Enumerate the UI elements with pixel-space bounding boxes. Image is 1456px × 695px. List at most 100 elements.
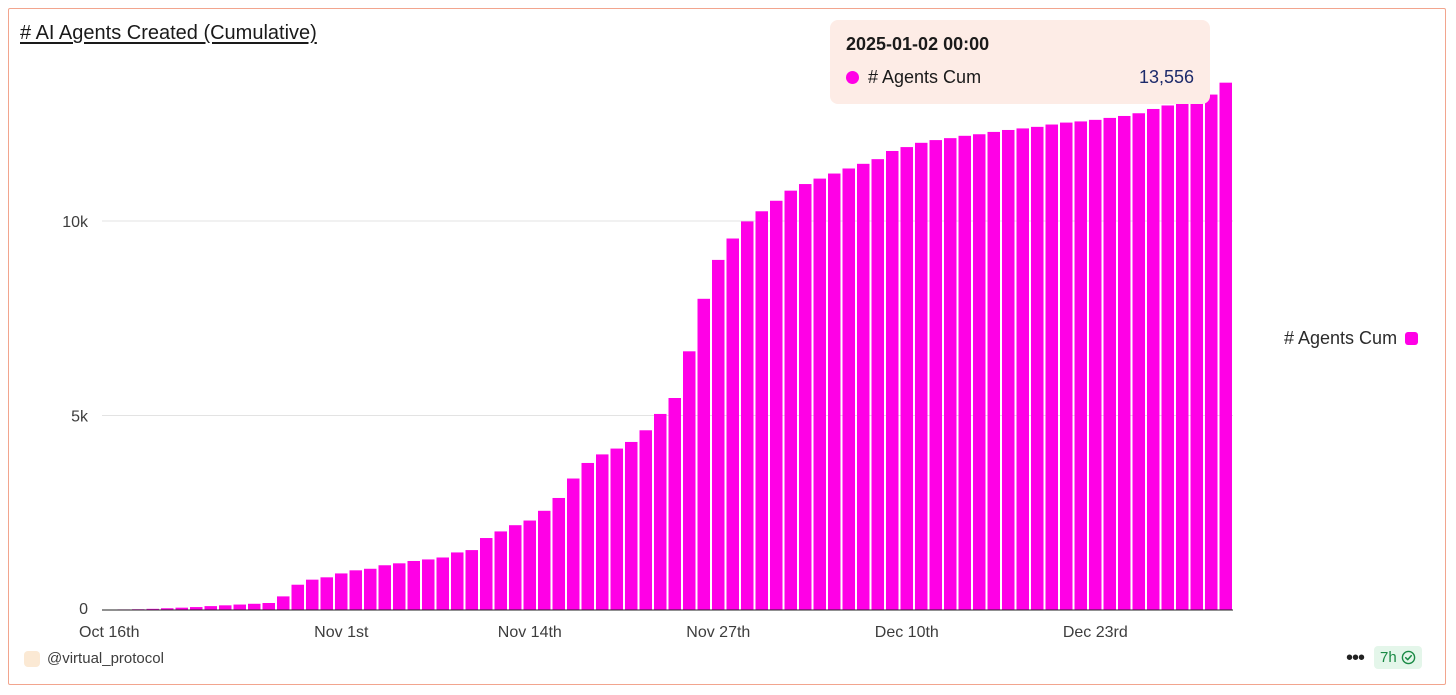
bar <box>451 552 464 610</box>
bar <box>190 607 203 610</box>
bar <box>697 298 710 610</box>
bar <box>567 478 580 610</box>
bar <box>668 398 681 610</box>
refresh-age-badge[interactable]: 7h <box>1374 646 1422 669</box>
bar <box>842 168 855 611</box>
bar <box>1103 117 1116 611</box>
bar <box>900 147 913 610</box>
bar <box>364 568 377 610</box>
bar <box>1161 105 1174 610</box>
bar <box>886 150 899 611</box>
bar <box>596 454 609 610</box>
x-tick-label: Dec 23rd <box>1063 624 1128 641</box>
bar <box>915 142 928 610</box>
bar <box>741 221 754 610</box>
y-tick-label: 0 <box>79 601 88 618</box>
bar <box>306 579 319 610</box>
bar <box>581 462 594 610</box>
bar <box>407 560 420 610</box>
bar <box>784 190 797 610</box>
chart-bars <box>103 82 1232 611</box>
bar <box>813 178 826 610</box>
tooltip-series-label: # Agents Cum <box>868 67 982 87</box>
bar <box>828 173 841 611</box>
bar <box>161 608 174 610</box>
bar <box>610 448 623 610</box>
bar <box>857 163 870 610</box>
bar <box>1190 98 1203 610</box>
bar <box>929 140 942 610</box>
x-axis-ticks: Oct 16th Nov 1st Nov 14th Nov 27th Dec 10th D… <box>79 624 1128 641</box>
bar <box>538 510 551 610</box>
x-tick-label: Nov 14th <box>498 624 562 641</box>
bar <box>1060 122 1073 610</box>
y-tick-label: 10k <box>62 214 89 231</box>
chart-title[interactable]: # AI Agents Created (Cumulative) <box>20 22 317 44</box>
bar <box>262 603 275 610</box>
x-tick-label: Nov 1st <box>314 624 369 641</box>
bar <box>219 605 232 610</box>
bar <box>146 608 159 610</box>
bar <box>973 134 986 610</box>
tooltip-row: # Agents Cum 13,556 <box>846 67 1194 88</box>
bar <box>378 565 391 610</box>
bar <box>1147 108 1160 610</box>
bar <box>799 184 812 611</box>
legend-label: # Agents Cum <box>1284 328 1398 348</box>
bar <box>320 577 333 610</box>
y-axis-ticks: 0 5k 10k <box>62 214 89 618</box>
author-attribution[interactable]: @virtual_protocol <box>24 650 164 667</box>
bar <box>277 596 290 610</box>
x-tick-label: Dec 10th <box>875 624 939 641</box>
more-dots-icon[interactable]: ••• <box>1346 646 1365 669</box>
bar <box>175 607 188 610</box>
legend-item-agents-cum[interactable]: # Agents Cum <box>1284 328 1419 349</box>
bar <box>683 351 696 610</box>
bar <box>1031 126 1044 611</box>
bar <box>625 441 638 610</box>
bar <box>1074 121 1087 611</box>
bar <box>523 520 536 610</box>
bar <box>987 131 1000 611</box>
legend-swatch-icon <box>1405 332 1419 345</box>
bar <box>335 573 348 610</box>
bar <box>204 606 217 610</box>
bar <box>494 531 507 610</box>
footer-actions: ••• 7h <box>1346 646 1422 669</box>
check-circle-icon <box>1401 650 1415 665</box>
bar <box>393 563 406 610</box>
bar <box>1016 128 1029 611</box>
bar <box>291 584 304 610</box>
bar <box>1045 124 1058 610</box>
tooltip-value: 13,556 <box>1138 67 1194 87</box>
bar <box>958 135 971 610</box>
bar <box>1002 129 1015 610</box>
bar <box>944 138 957 610</box>
x-tick-label: Oct 16th <box>79 624 139 641</box>
avatar <box>24 650 40 667</box>
series-dot-icon <box>846 71 859 84</box>
author-name: @virtual_protocol <box>47 650 164 667</box>
bar <box>233 604 246 610</box>
tooltip-date: 2025-01-02 00:00 <box>846 34 990 54</box>
bar <box>1219 82 1232 611</box>
age-label: 7h <box>1380 649 1397 666</box>
bar <box>349 570 362 610</box>
bar <box>422 559 435 610</box>
bar <box>509 525 522 610</box>
hover-tooltip: 2025-01-02 00:00 # Agents Cum 13,556 <box>830 20 1210 104</box>
bar <box>1205 94 1218 610</box>
bar <box>871 159 884 610</box>
bar <box>770 200 783 610</box>
bar <box>639 430 652 610</box>
chart-grid <box>102 220 1233 416</box>
bar <box>436 557 449 610</box>
bar <box>726 238 739 610</box>
bar <box>552 497 565 610</box>
y-tick-label: 5k <box>71 409 89 426</box>
x-tick-label: Nov 27th <box>686 624 750 641</box>
bar <box>712 259 725 610</box>
bar <box>465 550 478 610</box>
bar <box>1118 115 1131 610</box>
